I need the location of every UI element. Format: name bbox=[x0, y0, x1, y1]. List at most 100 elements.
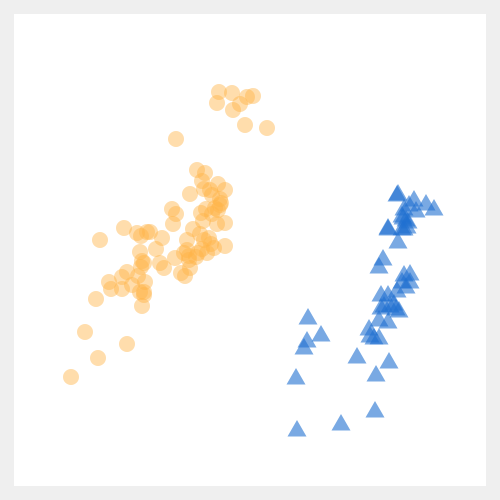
data-point-circle-71 bbox=[168, 131, 184, 147]
data-point-circle-24 bbox=[167, 250, 183, 266]
data-point-circle-45 bbox=[210, 202, 226, 218]
data-point-triangle-48 bbox=[424, 199, 444, 216]
data-point-triangle-7 bbox=[298, 308, 318, 325]
data-point-circle-1 bbox=[63, 369, 79, 385]
data-point-circle-84 bbox=[116, 220, 132, 236]
data-point-circle-74 bbox=[209, 95, 225, 111]
data-point-triangle-1 bbox=[287, 420, 307, 437]
data-point-circle-34 bbox=[203, 236, 219, 252]
data-point-circle-70 bbox=[217, 238, 233, 254]
data-point-triangle-51 bbox=[396, 277, 416, 294]
data-point-triangle-17 bbox=[369, 310, 389, 327]
data-point-circle-20 bbox=[133, 228, 149, 244]
data-point-triangle-8 bbox=[311, 325, 331, 342]
data-point-circle-79 bbox=[211, 84, 227, 100]
data-point-triangle-45 bbox=[404, 190, 424, 207]
data-point-circle-73 bbox=[197, 165, 213, 181]
data-point-circle-13 bbox=[137, 274, 153, 290]
data-point-circle-83 bbox=[92, 232, 108, 248]
data-point-circle-58 bbox=[168, 206, 184, 222]
data-point-circle-65 bbox=[212, 191, 228, 207]
data-point-triangle-15 bbox=[364, 328, 384, 345]
data-point-circle-59 bbox=[164, 201, 180, 217]
data-point-circle-25 bbox=[173, 265, 189, 281]
data-point-circle-27 bbox=[182, 260, 198, 276]
data-point-circle-12 bbox=[130, 268, 146, 284]
data-point-triangle-44 bbox=[387, 185, 407, 202]
data-point-triangle-11 bbox=[366, 365, 386, 382]
data-point-circle-35 bbox=[199, 245, 215, 261]
data-point-circle-66 bbox=[202, 182, 218, 198]
data-point-circle-5 bbox=[88, 291, 104, 307]
data-point-circle-38 bbox=[192, 226, 208, 242]
data-point-circle-54 bbox=[134, 298, 150, 314]
data-point-triangle-50 bbox=[394, 265, 414, 282]
data-point-circle-77 bbox=[245, 88, 261, 104]
data-point-circle-81 bbox=[237, 117, 253, 133]
data-point-circle-64 bbox=[204, 187, 220, 203]
data-point-circle-42 bbox=[204, 206, 220, 222]
data-point-circle-17 bbox=[132, 284, 148, 300]
data-point-circle-78 bbox=[225, 102, 241, 118]
data-point-triangle-3 bbox=[365, 401, 385, 418]
data-point-circle-37 bbox=[201, 230, 217, 246]
data-point-circle-4 bbox=[119, 336, 135, 352]
data-point-circle-36 bbox=[206, 240, 222, 256]
data-point-circle-33 bbox=[196, 232, 212, 248]
data-point-circle-48 bbox=[207, 200, 223, 216]
data-point-triangle-39 bbox=[393, 208, 413, 225]
data-point-circle-28 bbox=[181, 248, 197, 264]
data-point-circle-56 bbox=[154, 230, 170, 246]
data-point-circle-29 bbox=[179, 242, 195, 258]
data-point-circle-67 bbox=[217, 182, 233, 198]
data-point-triangle-2 bbox=[331, 414, 351, 431]
data-point-circle-14 bbox=[133, 259, 149, 275]
data-point-circle-43 bbox=[209, 216, 225, 232]
data-point-circle-57 bbox=[165, 216, 181, 232]
data-point-circle-22 bbox=[156, 260, 172, 276]
data-point-circle-49 bbox=[213, 195, 229, 211]
data-point-circle-63 bbox=[196, 181, 212, 197]
data-point-circle-11 bbox=[119, 264, 135, 280]
data-point-triangle-40 bbox=[394, 219, 414, 236]
data-point-circle-9 bbox=[124, 277, 140, 293]
data-point-circle-72 bbox=[189, 162, 205, 178]
data-point-triangle-36 bbox=[388, 232, 408, 249]
data-point-circle-55 bbox=[136, 284, 152, 300]
data-point-circle-51 bbox=[129, 225, 145, 241]
data-point-circle-8 bbox=[114, 281, 130, 297]
series-2-triangle-markers bbox=[286, 184, 444, 437]
data-point-circle-75 bbox=[224, 85, 240, 101]
data-point-circle-6 bbox=[103, 281, 119, 297]
data-point-triangle-30 bbox=[373, 249, 393, 266]
data-point-circle-32 bbox=[194, 241, 210, 257]
data-point-circle-41 bbox=[193, 205, 209, 221]
data-point-circle-46 bbox=[198, 201, 214, 217]
chart-card bbox=[14, 14, 486, 486]
data-point-circle-68 bbox=[194, 173, 210, 189]
data-point-circle-26 bbox=[177, 268, 193, 284]
data-point-circle-82 bbox=[259, 120, 275, 136]
data-point-triangle-9 bbox=[379, 352, 399, 369]
data-point-circle-31 bbox=[190, 245, 206, 261]
data-point-circle-52 bbox=[139, 224, 155, 240]
data-point-circle-44 bbox=[217, 215, 233, 231]
data-point-circle-50 bbox=[182, 186, 198, 202]
scatter-plot bbox=[63, 84, 444, 437]
data-point-triangle-6 bbox=[297, 331, 317, 348]
data-point-circle-80 bbox=[232, 96, 248, 112]
data-point-circle-53 bbox=[142, 224, 158, 240]
data-point-circle-69 bbox=[210, 176, 226, 192]
data-point-circle-76 bbox=[239, 89, 255, 105]
data-point-circle-39 bbox=[185, 221, 201, 237]
data-point-circle-18 bbox=[134, 253, 150, 269]
data-point-triangle-4 bbox=[286, 368, 306, 385]
data-point-circle-10 bbox=[114, 269, 130, 285]
data-point-circle-2 bbox=[90, 350, 106, 366]
data-point-circle-61 bbox=[181, 252, 197, 268]
data-point-circle-60 bbox=[176, 245, 192, 261]
data-point-circle-47 bbox=[212, 197, 228, 213]
data-point-circle-16 bbox=[136, 287, 152, 303]
data-point-circle-62 bbox=[179, 232, 195, 248]
data-point-triangle-10 bbox=[347, 347, 367, 364]
